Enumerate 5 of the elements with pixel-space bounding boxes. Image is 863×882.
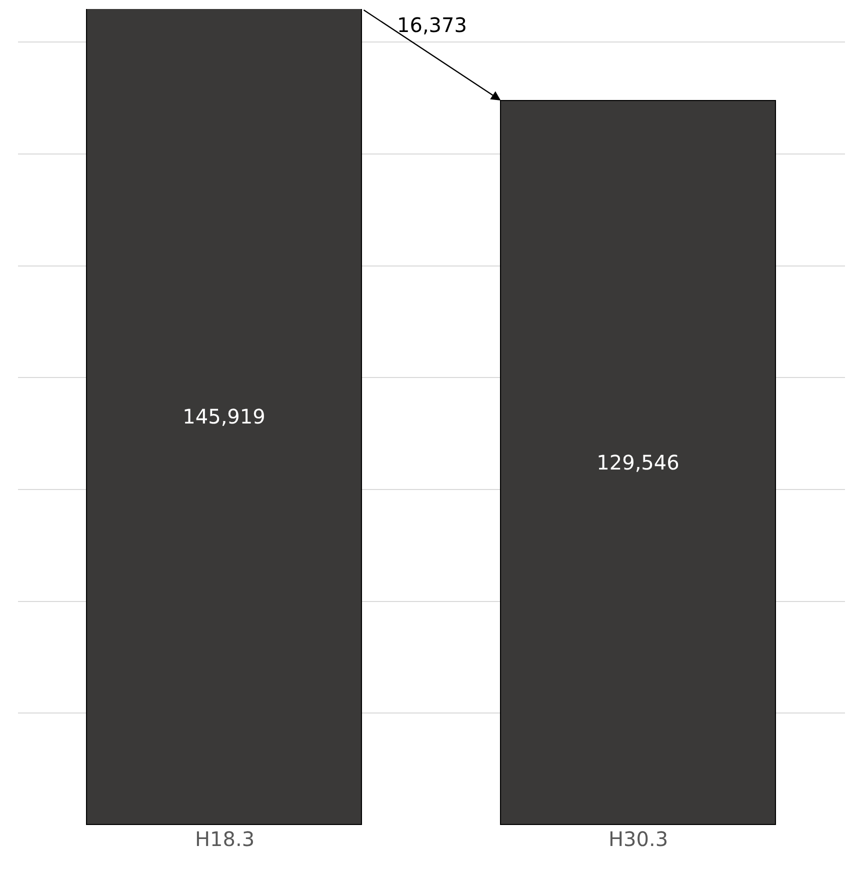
x-tick-label: H30.3	[608, 827, 668, 851]
x-tick-label: H18.3	[194, 827, 255, 851]
data-label: 129,546	[596, 450, 680, 474]
annotation: 16,373	[397, 13, 467, 37]
data-label: 145,919	[182, 404, 266, 428]
